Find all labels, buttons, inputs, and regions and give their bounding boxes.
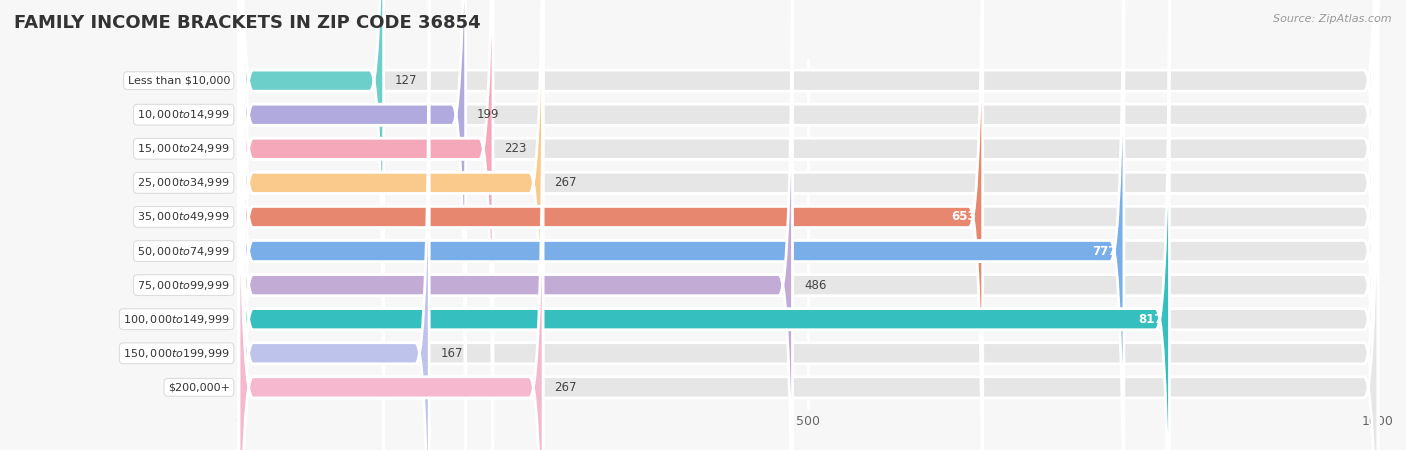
Text: 817: 817 — [1137, 313, 1163, 326]
FancyBboxPatch shape — [239, 0, 1378, 450]
FancyBboxPatch shape — [239, 0, 1123, 450]
FancyBboxPatch shape — [239, 0, 1378, 450]
Text: $25,000 to $34,999: $25,000 to $34,999 — [138, 176, 231, 189]
Text: $75,000 to $99,999: $75,000 to $99,999 — [138, 279, 231, 292]
FancyBboxPatch shape — [239, 0, 1378, 450]
Text: FAMILY INCOME BRACKETS IN ZIP CODE 36854: FAMILY INCOME BRACKETS IN ZIP CODE 36854 — [14, 14, 481, 32]
FancyBboxPatch shape — [239, 0, 1378, 450]
FancyBboxPatch shape — [239, 0, 1378, 450]
Text: 223: 223 — [505, 142, 527, 155]
FancyBboxPatch shape — [239, 0, 543, 450]
Text: 127: 127 — [395, 74, 418, 87]
Text: $10,000 to $14,999: $10,000 to $14,999 — [138, 108, 231, 121]
Text: 777: 777 — [1092, 244, 1118, 257]
FancyBboxPatch shape — [239, 0, 429, 450]
Text: 653: 653 — [952, 211, 976, 224]
FancyBboxPatch shape — [239, 0, 793, 450]
Text: 486: 486 — [804, 279, 827, 292]
FancyBboxPatch shape — [239, 0, 983, 450]
FancyBboxPatch shape — [239, 0, 494, 450]
Text: 267: 267 — [554, 381, 576, 394]
Text: $50,000 to $74,999: $50,000 to $74,999 — [138, 244, 231, 257]
Text: Source: ZipAtlas.com: Source: ZipAtlas.com — [1274, 14, 1392, 23]
FancyBboxPatch shape — [239, 0, 465, 450]
FancyBboxPatch shape — [239, 0, 1378, 450]
Text: $15,000 to $24,999: $15,000 to $24,999 — [138, 142, 231, 155]
FancyBboxPatch shape — [239, 0, 1378, 450]
Text: 199: 199 — [477, 108, 499, 121]
Text: Less than $10,000: Less than $10,000 — [128, 76, 231, 86]
FancyBboxPatch shape — [239, 0, 1378, 450]
Text: $150,000 to $199,999: $150,000 to $199,999 — [124, 347, 231, 360]
Text: 167: 167 — [440, 347, 463, 360]
Text: 267: 267 — [554, 176, 576, 189]
FancyBboxPatch shape — [239, 0, 543, 450]
Text: $100,000 to $149,999: $100,000 to $149,999 — [124, 313, 231, 326]
FancyBboxPatch shape — [239, 0, 1378, 450]
FancyBboxPatch shape — [239, 0, 384, 450]
FancyBboxPatch shape — [239, 0, 1378, 450]
Text: $200,000+: $200,000+ — [167, 382, 231, 392]
Text: $35,000 to $49,999: $35,000 to $49,999 — [138, 211, 231, 224]
FancyBboxPatch shape — [239, 0, 1170, 450]
